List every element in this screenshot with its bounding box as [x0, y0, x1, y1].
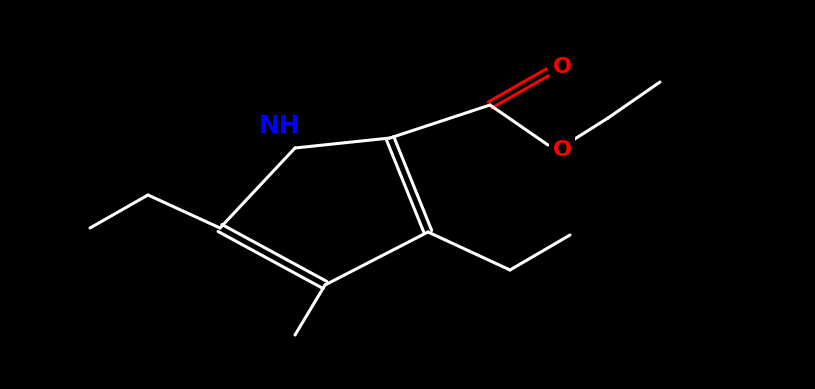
Text: NH: NH — [259, 114, 301, 138]
Text: O: O — [553, 140, 571, 160]
Text: O: O — [553, 57, 571, 77]
